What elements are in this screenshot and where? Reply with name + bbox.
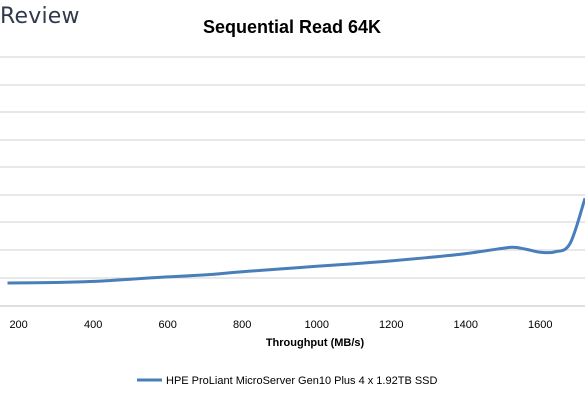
- x-tick-label: 1000: [304, 319, 328, 331]
- gridlines: [0, 56, 585, 307]
- x-tick-label: 1200: [379, 319, 403, 331]
- x-tick-label: 1600: [528, 319, 552, 331]
- x-tick-labels: 200 400 600 800 1000 1200 1400 1600: [9, 319, 552, 331]
- x-tick-label: 800: [233, 319, 251, 331]
- x-tick-label: 400: [84, 319, 102, 331]
- x-tick-label: 1400: [454, 319, 478, 331]
- brand-logo-text: Review: [0, 4, 80, 29]
- x-axis-title: Throughput (MB/s): [266, 337, 365, 349]
- x-tick-label: 600: [158, 319, 176, 331]
- series-line: [7, 197, 585, 285]
- series-layer: [7, 197, 585, 285]
- legend-label: HPE ProLiant MicroServer Gen10 Plus 4 x …: [166, 375, 438, 387]
- chart-title: Sequential Read 64K: [203, 17, 381, 37]
- legend[interactable]: HPE ProLiant MicroServer Gen10 Plus 4 x …: [137, 375, 438, 387]
- x-tick-label: 200: [9, 319, 27, 331]
